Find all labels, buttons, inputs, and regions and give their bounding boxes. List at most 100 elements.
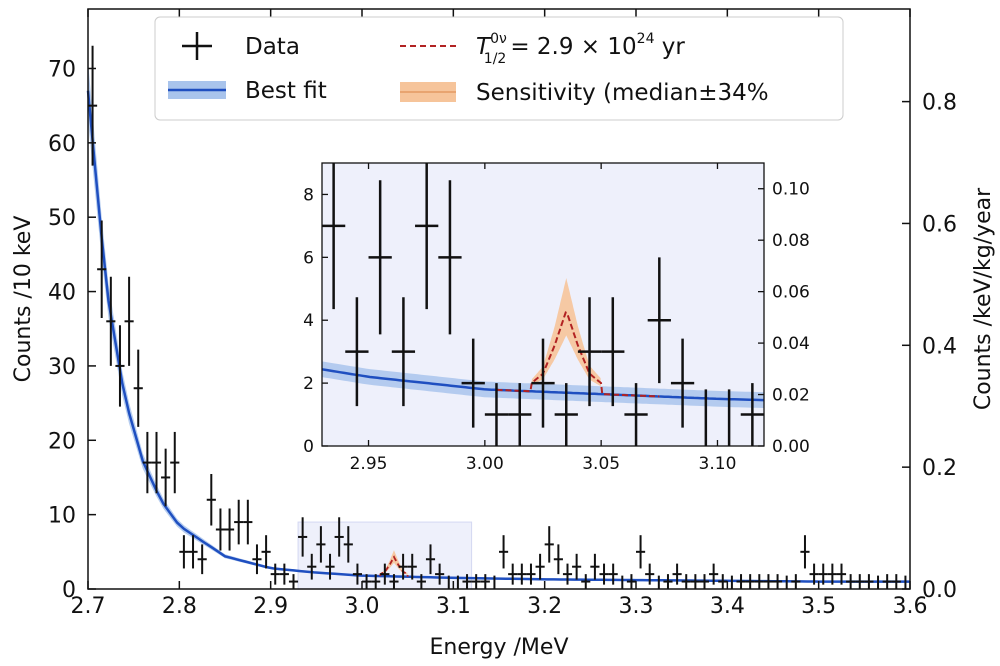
data-point [800, 535, 810, 569]
data-point [252, 544, 262, 575]
data-point [88, 45, 98, 166]
inset-y-ticks: 0 2 4 6 8 [303, 185, 328, 457]
data-point [855, 574, 865, 589]
data-point [243, 499, 253, 545]
inset-data-point [322, 163, 346, 310]
data-point [791, 574, 801, 589]
inset-y-tick-label: 4 [303, 311, 314, 331]
data-point [864, 574, 874, 589]
data-point [562, 563, 573, 585]
right-tick-label: 0.8 [922, 91, 957, 116]
inset-signal-curve [496, 311, 660, 398]
data-point [745, 574, 755, 589]
x-tick-label: 3.3 [619, 594, 654, 619]
data-point [818, 563, 828, 585]
x-tick-label: 3.4 [710, 594, 745, 619]
legend-box [154, 16, 844, 121]
data-point [709, 563, 719, 585]
right-tick-label: 0.6 [922, 212, 957, 237]
y-tick-label: 20 [48, 429, 76, 454]
inset-data-point [647, 257, 671, 384]
inset-data-point [415, 163, 439, 310]
data-point [882, 574, 892, 589]
data-point [316, 526, 326, 563]
data-point [151, 431, 162, 494]
data-point [699, 574, 710, 589]
x-tick-label: 3.2 [527, 594, 562, 619]
data-point [215, 508, 225, 551]
data-point [499, 535, 509, 569]
right-axis-label: Counts /keV/kg/year [971, 187, 996, 410]
right-tick-label: 0.2 [922, 456, 957, 481]
data-point [462, 574, 472, 589]
data-point [188, 535, 198, 569]
data-point [133, 349, 143, 427]
legend-fit-label: Best fit [245, 78, 327, 104]
legend-data-marker [182, 32, 212, 60]
data-point [626, 574, 636, 589]
data-point [672, 563, 682, 585]
inset-x-tick-label: 3.00 [466, 454, 504, 474]
data-point [608, 563, 618, 585]
data-point [636, 535, 646, 569]
inset-data-point [740, 383, 764, 446]
inset-data-point [461, 338, 485, 428]
data-point [97, 220, 107, 319]
inset-data-point [577, 297, 602, 407]
y-tick-label: 10 [48, 504, 76, 529]
data-point [572, 553, 582, 580]
data-point [362, 574, 372, 589]
data-point [645, 563, 655, 585]
data-point [425, 544, 436, 575]
inset-data-point [670, 338, 695, 428]
data-point [517, 563, 527, 585]
right-tick-label: 0.4 [922, 334, 957, 359]
legend-data-label: Data [245, 34, 300, 60]
data-point [307, 553, 317, 580]
y-tick-label: 60 [48, 132, 76, 157]
data-point [535, 553, 545, 580]
x-tick-label: 3.6 [893, 594, 928, 619]
x-axis-ticks: 2.7 2.8 2.9 3.0 3.1 3.2 3.3 3.4 3.5 3.6 [71, 9, 928, 619]
data-point [763, 574, 773, 589]
y-axis-ticks: 0 10 20 30 40 50 60 70 [48, 57, 96, 603]
inset-right-tick-label: 0.10 [772, 180, 810, 200]
legend-sensitivity-label: Sensitivity (median±34% [476, 80, 769, 106]
data-point [179, 535, 189, 569]
inset-data-point [345, 297, 369, 407]
legend-signal-label: T0ν 1/2 = 2.9 × 1024 yr [476, 31, 685, 67]
data-point [288, 574, 299, 589]
data-point [836, 563, 847, 585]
data-point [846, 574, 856, 589]
data-point [754, 574, 764, 589]
data-point [380, 563, 390, 585]
inset-data-point [391, 297, 416, 407]
data-point [553, 544, 563, 575]
data-point [106, 276, 116, 366]
inset-right-tick-label: 0.04 [772, 334, 810, 354]
data-point [115, 325, 125, 407]
data-point [690, 574, 700, 589]
x-tick-label: 2.9 [253, 594, 288, 619]
data-point [663, 574, 673, 589]
data-point [225, 508, 235, 551]
y-tick-label: 50 [48, 206, 76, 231]
inset-data-point [368, 180, 392, 335]
inset-data-point [508, 383, 532, 446]
inset-right-ticks: 0.00 0.02 0.04 0.06 0.08 0.10 [758, 180, 810, 457]
inset-x-tick-label: 3.10 [699, 454, 737, 474]
data-point [371, 574, 381, 589]
x-tick-label: 3.0 [345, 594, 380, 619]
data-point [681, 574, 691, 589]
data-point [526, 563, 536, 585]
inset-data-point [531, 338, 555, 428]
data-point [407, 553, 417, 580]
x-tick-label: 2.7 [71, 594, 106, 619]
inset-right-tick-label: 0.08 [772, 231, 810, 251]
inset-sensitivity-band [531, 278, 602, 395]
data-point [352, 563, 362, 585]
inset-y-tick-label: 2 [303, 374, 314, 394]
data-point [590, 553, 600, 580]
